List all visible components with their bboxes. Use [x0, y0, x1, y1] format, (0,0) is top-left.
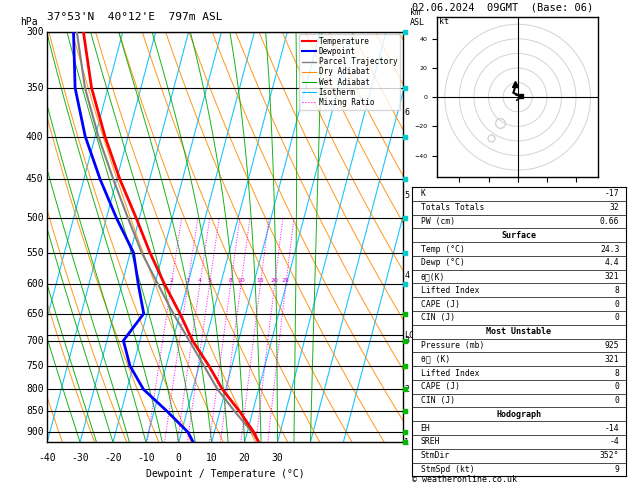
Text: km
ASL: km ASL [409, 8, 425, 28]
Text: -17: -17 [605, 190, 620, 198]
Text: 2: 2 [404, 385, 409, 394]
Text: 925: 925 [605, 341, 620, 350]
Text: 0: 0 [615, 313, 620, 322]
Text: θᴇ(K): θᴇ(K) [421, 272, 445, 281]
Text: Totals Totals: Totals Totals [421, 203, 484, 212]
Text: θᴇ (K): θᴇ (K) [421, 355, 450, 364]
Text: StmSpd (kt): StmSpd (kt) [421, 465, 474, 474]
Text: CIN (J): CIN (J) [421, 313, 455, 322]
Text: Hodograph: Hodograph [496, 410, 542, 419]
Text: 8: 8 [615, 286, 620, 295]
Text: © weatheronline.co.uk: © weatheronline.co.uk [412, 474, 517, 484]
Text: 0.66: 0.66 [600, 217, 620, 226]
Text: 9: 9 [615, 465, 620, 474]
Text: hPa: hPa [21, 17, 38, 28]
Text: -10: -10 [137, 452, 155, 463]
Text: 02.06.2024  09GMT  (Base: 06): 02.06.2024 09GMT (Base: 06) [412, 2, 593, 12]
Text: 20: 20 [239, 452, 250, 463]
Text: 25: 25 [282, 278, 290, 283]
Text: 650: 650 [26, 309, 43, 319]
Text: kt: kt [439, 17, 449, 26]
Text: 6: 6 [404, 108, 409, 118]
Text: EH: EH [421, 424, 430, 433]
Text: 500: 500 [26, 213, 43, 223]
Text: Temp (°C): Temp (°C) [421, 244, 464, 254]
Text: 5: 5 [208, 278, 211, 283]
Text: 0: 0 [615, 382, 620, 391]
Text: Pressure (mb): Pressure (mb) [421, 341, 484, 350]
Text: 20: 20 [270, 278, 279, 283]
Text: 0: 0 [615, 300, 620, 309]
Text: K: K [421, 190, 425, 198]
Text: CAPE (J): CAPE (J) [421, 300, 460, 309]
Text: 24.3: 24.3 [600, 244, 620, 254]
Text: 550: 550 [26, 248, 43, 258]
Text: Most Unstable: Most Unstable [486, 327, 552, 336]
Text: 352°: 352° [600, 451, 620, 460]
Text: 30: 30 [272, 452, 284, 463]
Text: 5: 5 [404, 191, 409, 200]
Text: 600: 600 [26, 279, 43, 289]
Text: 850: 850 [26, 406, 43, 417]
Text: 2: 2 [169, 278, 174, 283]
Text: CAPE (J): CAPE (J) [421, 382, 460, 391]
Text: 750: 750 [26, 361, 43, 371]
Text: 8: 8 [615, 368, 620, 378]
Text: 4: 4 [198, 278, 202, 283]
Text: 0: 0 [176, 452, 182, 463]
Text: 4: 4 [404, 271, 409, 279]
Text: 400: 400 [26, 132, 43, 141]
Text: 1: 1 [404, 438, 409, 447]
Text: -40: -40 [38, 452, 56, 463]
Legend: Temperature, Dewpoint, Parcel Trajectory, Dry Adiabat, Wet Adiabat, Isotherm, Mi: Temperature, Dewpoint, Parcel Trajectory… [299, 34, 400, 110]
Text: 700: 700 [26, 336, 43, 346]
Text: 300: 300 [26, 27, 43, 36]
Text: PW (cm): PW (cm) [421, 217, 455, 226]
Text: Dewp (°C): Dewp (°C) [421, 259, 464, 267]
Text: -30: -30 [71, 452, 89, 463]
Text: 450: 450 [26, 174, 43, 185]
Text: Dewpoint / Temperature (°C): Dewpoint / Temperature (°C) [145, 469, 304, 479]
Text: Surface: Surface [501, 231, 537, 240]
Text: g/kg: g/kg [444, 227, 454, 247]
Text: 10: 10 [237, 278, 245, 283]
Text: Lifted Index: Lifted Index [421, 286, 479, 295]
Text: 3: 3 [404, 336, 409, 345]
Text: 37°53'N  40°12'E  797m ASL: 37°53'N 40°12'E 797m ASL [47, 12, 223, 22]
Text: SREH: SREH [421, 437, 440, 446]
Text: 0: 0 [615, 396, 620, 405]
Text: 800: 800 [26, 384, 43, 394]
Text: -20: -20 [104, 452, 122, 463]
Text: Lifted Index: Lifted Index [421, 368, 479, 378]
Text: 32: 32 [610, 203, 620, 212]
Text: 15: 15 [257, 278, 264, 283]
Text: 350: 350 [26, 83, 43, 93]
Text: 321: 321 [605, 355, 620, 364]
Text: 4.4: 4.4 [605, 259, 620, 267]
Text: 10: 10 [206, 452, 218, 463]
Text: 8: 8 [229, 278, 233, 283]
Text: CIN (J): CIN (J) [421, 396, 455, 405]
Text: LCL: LCL [404, 331, 420, 340]
Text: 900: 900 [26, 427, 43, 437]
Text: -14: -14 [605, 424, 620, 433]
Text: 321: 321 [605, 272, 620, 281]
Text: StmDir: StmDir [421, 451, 450, 460]
Text: -4: -4 [610, 437, 620, 446]
Text: 3: 3 [186, 278, 190, 283]
